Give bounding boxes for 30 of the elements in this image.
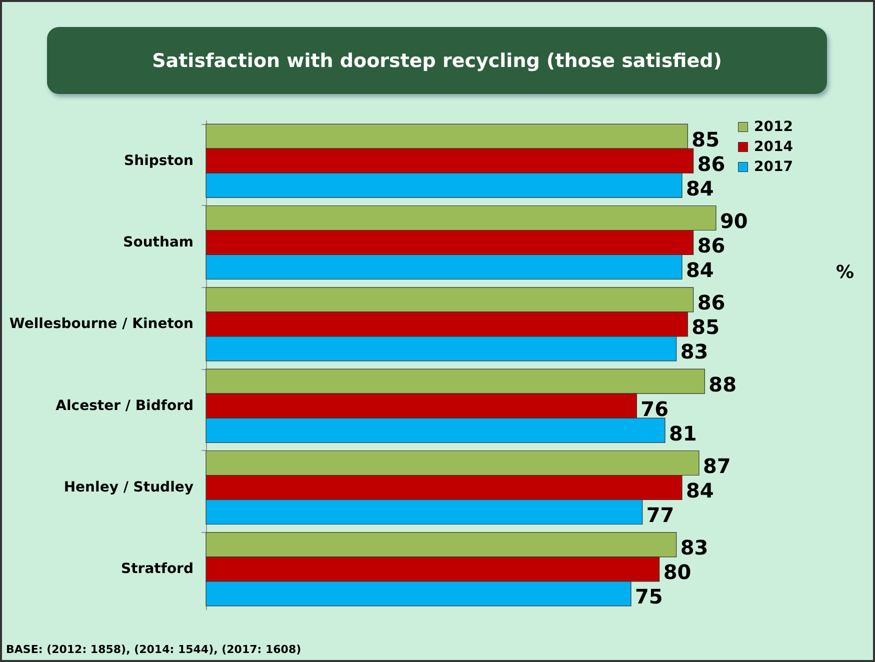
data-label: 83 [680, 536, 708, 560]
data-label: 90 [720, 209, 748, 233]
y-tick-label: Stratford [121, 561, 194, 578]
legend-label: 2012 [754, 119, 793, 135]
data-label: 83 [680, 340, 708, 364]
data-label: 76 [640, 396, 669, 421]
data-label: 81 [669, 421, 697, 446]
data-label: 86 [697, 290, 726, 315]
y-tick-label: Southam [123, 234, 194, 250]
data-label: 77 [646, 503, 674, 527]
data-label: 75 [635, 584, 663, 609]
data-label: 86 [697, 152, 726, 176]
y-tick-label: Henley / Studley [64, 480, 194, 496]
y-tick-label: Wellesbourne / Kineton [9, 316, 194, 332]
data-label: 80 [663, 560, 692, 584]
data-label: 85 [692, 315, 720, 340]
chart-title: Satisfaction with doorstep recycling (those satisfied) [47, 27, 827, 94]
data-label: 86 [697, 234, 726, 258]
data-label: 84 [686, 478, 714, 502]
data-label: 85 [692, 127, 720, 152]
text: % [836, 262, 854, 283]
text: BASE: (2012: 1858), (2014: 1544), (2017: 1608) [6, 643, 302, 656]
legend-label: 2017 [754, 159, 793, 175]
data-label: 84 [686, 258, 714, 282]
y-tick-label: Alcester / Bidford [56, 398, 194, 414]
y-tick-label: Shipston [124, 152, 194, 169]
legend-label: 2014 [754, 139, 794, 155]
data-label: 88 [708, 372, 737, 396]
data-label: 87 [703, 454, 731, 478]
data-label: 84 [686, 176, 714, 200]
